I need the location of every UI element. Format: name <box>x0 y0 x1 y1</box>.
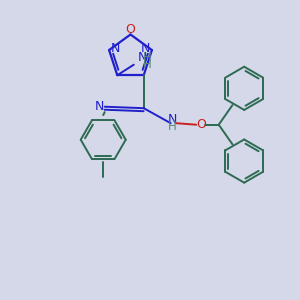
Text: N: N <box>141 42 150 55</box>
Text: H: H <box>143 58 152 70</box>
Text: N: N <box>167 113 177 126</box>
Text: O: O <box>126 22 135 36</box>
Text: O: O <box>197 118 207 130</box>
Text: N: N <box>137 51 147 64</box>
Text: H: H <box>143 51 152 64</box>
Text: N: N <box>111 42 120 55</box>
Text: H: H <box>168 120 177 133</box>
Text: N: N <box>94 100 104 112</box>
